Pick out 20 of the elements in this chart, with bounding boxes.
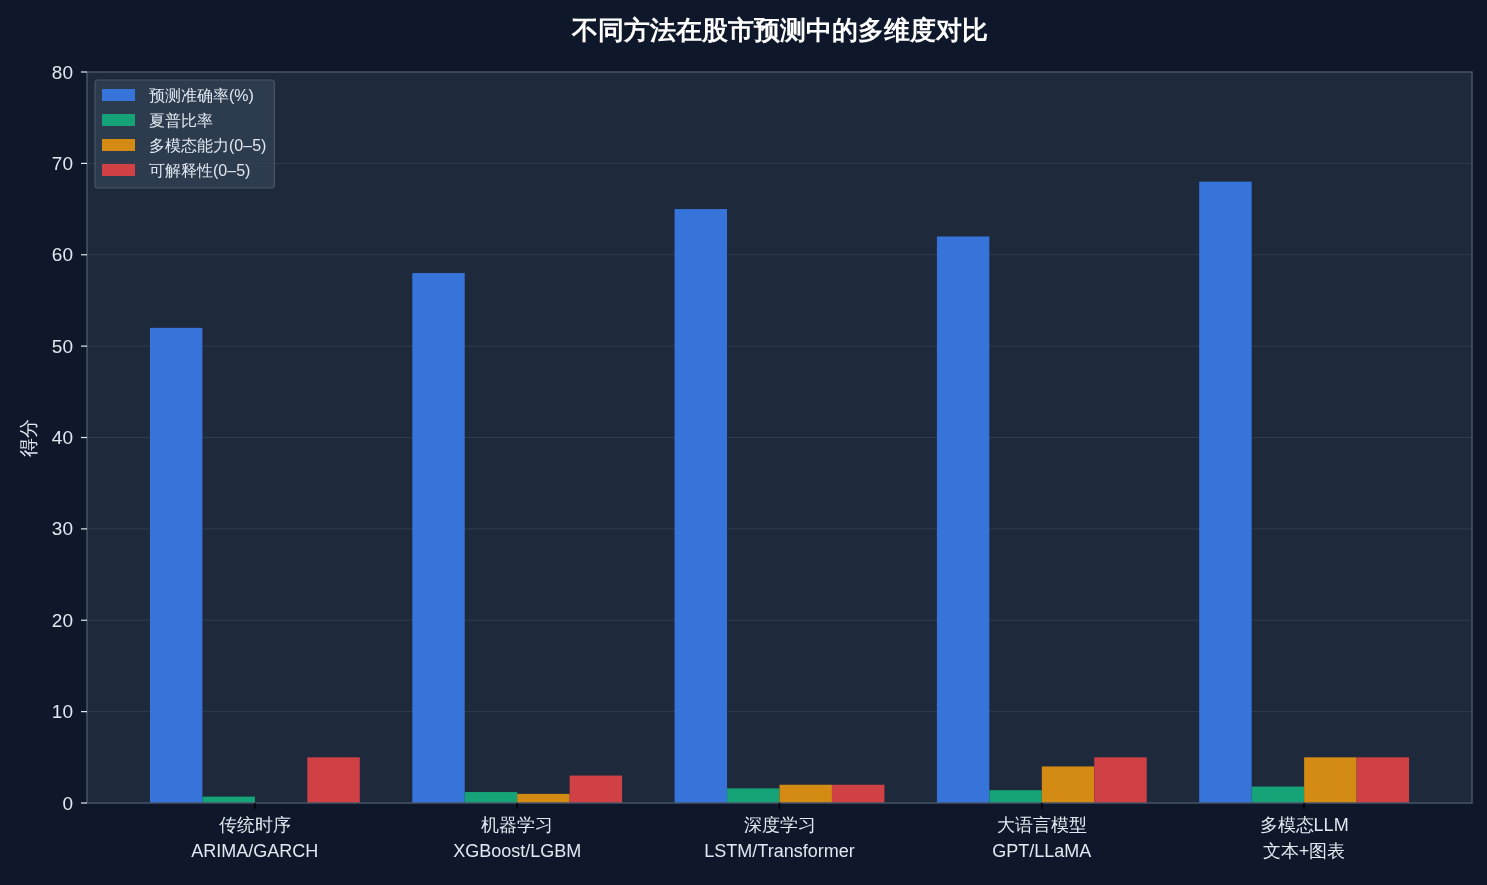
y-tick-label: 60 (51, 244, 73, 266)
legend-label: 夏普比率 (149, 111, 213, 129)
x-tick-label: 大语言模型 GPT/LLaMA (992, 815, 1092, 861)
y-axis-title: 得分 (17, 418, 39, 457)
y-tick-label: 50 (51, 335, 73, 357)
x-tick-label: 多模态LLM 文本+图表 (1259, 815, 1349, 861)
legend-label: 预测准确率(%) (149, 86, 254, 104)
x-tick-label: 机器学习 XGBoost/LGBM (453, 815, 582, 861)
y-tick-label: 40 (51, 427, 73, 448)
x-tick-label: 深度学习 LSTM/Transformer (704, 815, 855, 861)
y-tick-label: 80 (51, 61, 73, 83)
y-tick-label: 0 (62, 792, 73, 814)
y-tick-label: 10 (51, 701, 73, 723)
legend-label: 可解释性(0–5) (149, 161, 251, 179)
y-tick-label: 20 (51, 609, 73, 631)
title: 不同方法在股市预测中的多维度对比 (571, 15, 988, 45)
y-tick-label: 30 (51, 518, 73, 540)
y-tick-label: 70 (51, 152, 73, 174)
x-tick-label: 传统时序 ARIMA/GARCH (191, 815, 319, 861)
legend-label: 多模态能力(0–5) (149, 136, 267, 154)
